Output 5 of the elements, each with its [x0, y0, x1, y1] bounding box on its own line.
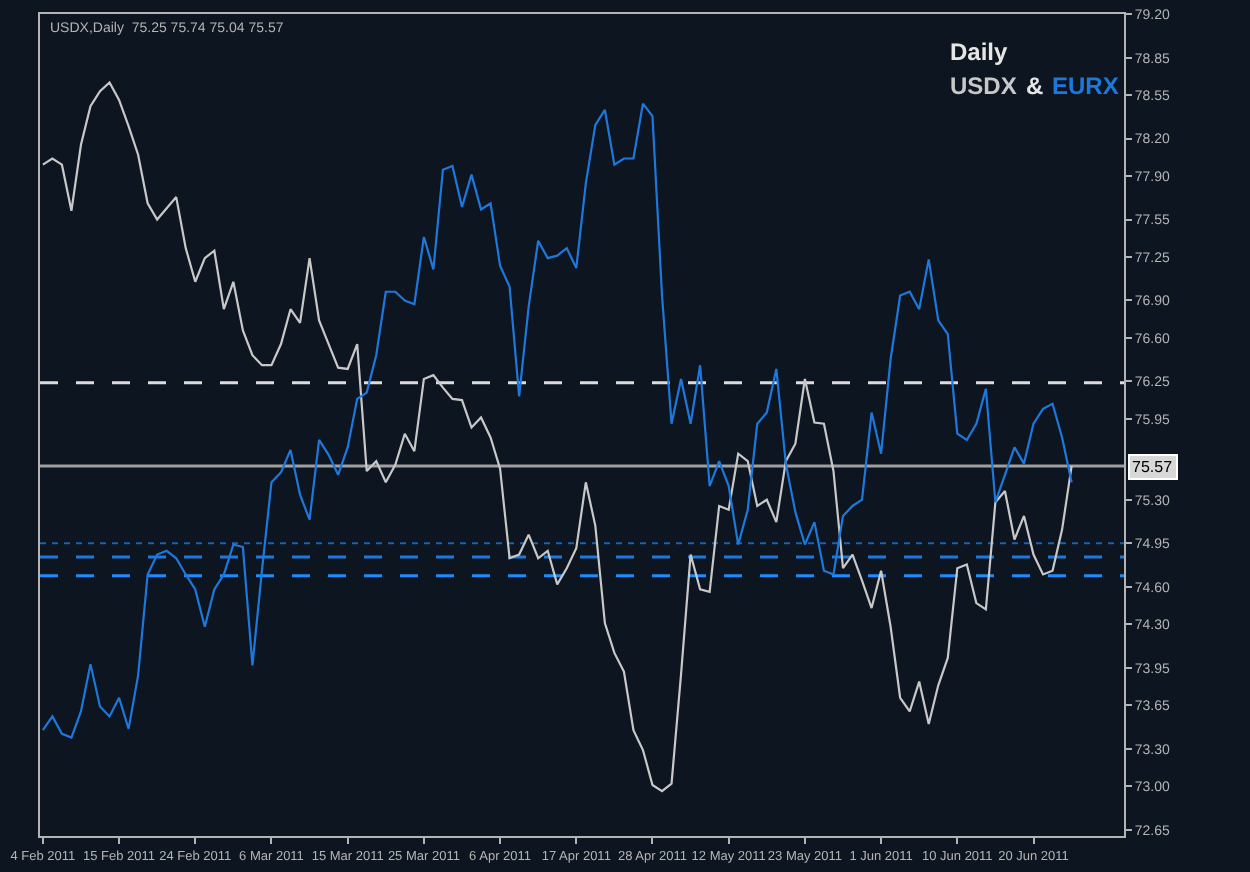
- text: Daily: [950, 38, 1009, 66]
- text: USDX: [950, 72, 1017, 100]
- ref-line-label: 75.57: [1132, 458, 1174, 476]
- annotation: &: [1026, 72, 1044, 100]
- text: EURX: [1052, 72, 1119, 100]
